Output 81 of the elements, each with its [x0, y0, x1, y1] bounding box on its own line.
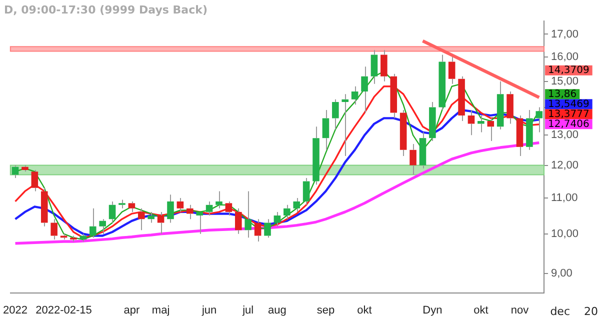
candlestick [70, 235, 77, 242]
candlestick [370, 50, 378, 84]
candlestick [516, 114, 524, 156]
y-tick-label: 15,00 [551, 75, 579, 88]
candlestick [438, 54, 446, 110]
y-tick-label: 11,00 [551, 192, 578, 204]
candlestick [186, 204, 194, 220]
data-label: 13,5469 [548, 98, 590, 110]
x-tick-label: jun [200, 304, 217, 316]
candlestick [496, 80, 504, 130]
x-tick-label: 2022 [3, 304, 28, 316]
x-tick-label: okt [357, 304, 372, 316]
candlestick [361, 66, 368, 114]
y-tick-label: 12,00 [551, 159, 579, 172]
candlestick [264, 218, 271, 238]
candlestick [118, 199, 126, 209]
candlestick [12, 164, 19, 179]
candlestick [284, 204, 290, 220]
candlestick [429, 101, 436, 142]
candlestick [332, 98, 339, 130]
candlestick [225, 200, 232, 216]
candlestick [400, 109, 407, 156]
candlestick [99, 218, 106, 234]
candlestick [128, 200, 136, 212]
candlestick [419, 132, 426, 169]
candlestick [138, 208, 145, 231]
candlestick [458, 76, 465, 122]
candlestick [148, 211, 154, 224]
candlestick [40, 187, 48, 227]
candlestick [380, 50, 388, 82]
y-tick-label: 10,00 [551, 228, 579, 240]
x-tick-label: jul [242, 304, 254, 316]
x-tick-label: maj [152, 304, 170, 316]
text: dec [550, 304, 570, 318]
y-tick-label: 13,00 [551, 129, 579, 142]
candlestick [487, 118, 494, 142]
candlestick [31, 170, 38, 192]
candlestick [157, 211, 164, 234]
candlestick [293, 198, 300, 212]
candlestick [536, 106, 543, 133]
candlestick [206, 200, 213, 216]
y-tick-label: 9,00 [551, 268, 572, 280]
candlestick [312, 126, 320, 186]
candlestick [167, 194, 174, 224]
x-tick-label: aug [268, 304, 286, 316]
candlestick [448, 56, 456, 84]
candlestick [274, 211, 281, 227]
candlestick [526, 109, 533, 150]
candlestick [89, 208, 96, 238]
data-label: 13,86 [548, 88, 577, 100]
candlestick [108, 200, 116, 224]
candlestick [244, 190, 252, 238]
candlestick [390, 73, 398, 119]
candlestick [506, 91, 514, 124]
candlestick [478, 114, 484, 133]
x-tick-label: sep [316, 304, 335, 316]
candlestick [22, 164, 28, 172]
x-tick-label: 2022-02-15 [36, 304, 92, 316]
x-tick-label: apr [124, 304, 140, 316]
candlestick [410, 143, 416, 176]
data-label: 14,3709 [548, 64, 590, 76]
candlestick [196, 212, 203, 234]
candlestick [322, 109, 330, 150]
candlestick [176, 198, 184, 212]
candlestick [342, 94, 349, 156]
candlestick [50, 218, 58, 240]
candlestick [235, 208, 242, 234]
text: 20 [584, 304, 598, 318]
data-label: 13,3777 [548, 108, 590, 120]
candlestick [216, 190, 222, 209]
y-tick-label: 17,00 [551, 28, 579, 40]
x-tick-label: Dyn [422, 304, 442, 316]
candlestick [254, 218, 262, 242]
candlestick [468, 109, 475, 136]
candlestick [302, 178, 310, 206]
candlestick [351, 86, 358, 106]
data-label: 12,7406 [548, 118, 590, 130]
x-tick-label: okt [474, 304, 488, 316]
y-tick-label: 16,00 [551, 51, 579, 64]
chart-title: D, 09:00-17:30 (9999 Days Back) [4, 3, 208, 16]
x-tick-label: nov [510, 304, 530, 316]
